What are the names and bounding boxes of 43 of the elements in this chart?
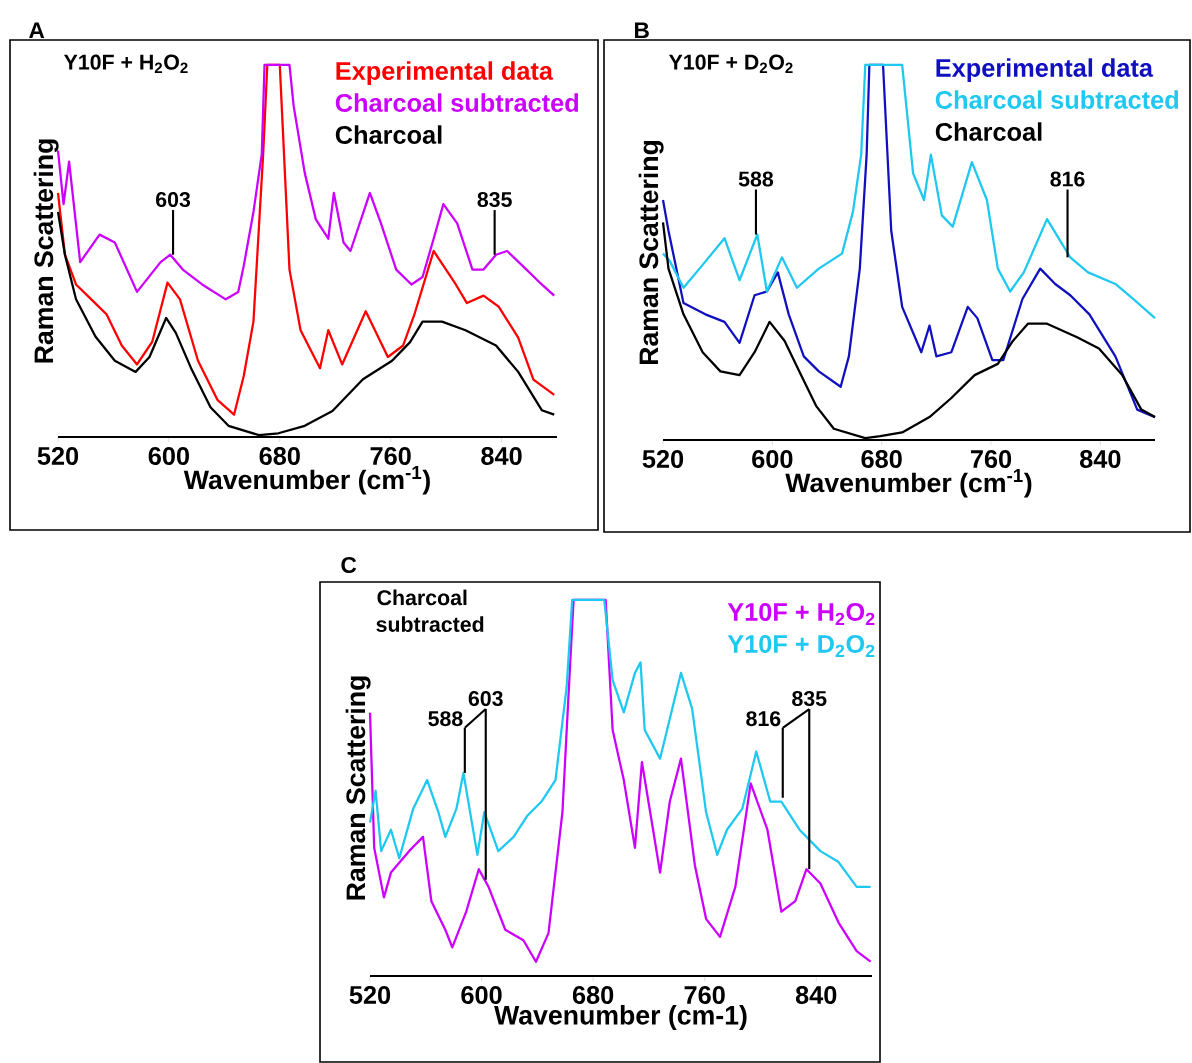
chart-title: Charcoal subtracted [376,589,484,632]
x-tick-label: 840 [481,447,522,465]
x-tick-label: 680 [572,986,614,1004]
annotation: 816 [1050,171,1085,187]
series-label: Charcoal subtracted [935,90,1179,109]
text: C [341,557,357,574]
text: B [635,22,649,39]
x-axis-title: Wavenumber (cm$^{-1}$) [785,469,1032,498]
x-tick-label: 760 [684,986,725,1004]
x-tick-label: 600 [752,450,793,468]
chart-title: Y10F + H$_{2}$O$_{2}$ [63,54,188,73]
x-tick-label: 760 [970,450,1012,468]
x-tick-label: 600 [148,447,189,465]
annotation: 603 [156,192,191,208]
x-tick-label: 600 [461,986,502,1004]
annotation: 588 [428,711,463,727]
y-axis-title: Raman Scattering [638,140,664,365]
y-axis-title: Raman Scattering [345,676,371,900]
annotation: 835 [477,192,512,208]
y-axis-title: Raman Scattering [33,139,59,363]
text: A [29,22,45,39]
x-tick-label: 840 [1080,450,1121,468]
text: Charcoal [935,122,1042,141]
x-tick-label: 680 [861,450,902,468]
x-tick-label: 840 [795,986,837,1004]
x-tick-label: 520 [349,986,391,1004]
x-axis-title: Wavenumber (cm-1) [494,1005,747,1030]
x-tick-label: 760 [370,447,411,465]
text: Experimental data [336,61,554,85]
text: Experimental data [936,58,1154,82]
annotation: 816 [746,711,781,727]
x-tick-label: 520 [642,450,684,468]
chart-title: Y10F + D$_{2}$O$_{2}$ [668,54,793,73]
annotation: 603 [468,690,503,707]
series-label: Charcoal subtracted [335,93,579,112]
text: Charcoal [335,125,442,144]
series-label: Y10F + D$_{2}$O$_{2}$ [727,634,875,658]
x-tick-label: 520 [37,447,79,465]
x-axis-title: Wavenumber (cm$^{-1}$) [183,466,430,495]
text: Y10F + H$_{2}$O$_{2}$ [727,602,875,626]
annotation: 835 [792,690,827,707]
x-tick-label: 680 [259,447,300,465]
annotation: 588 [738,171,774,187]
